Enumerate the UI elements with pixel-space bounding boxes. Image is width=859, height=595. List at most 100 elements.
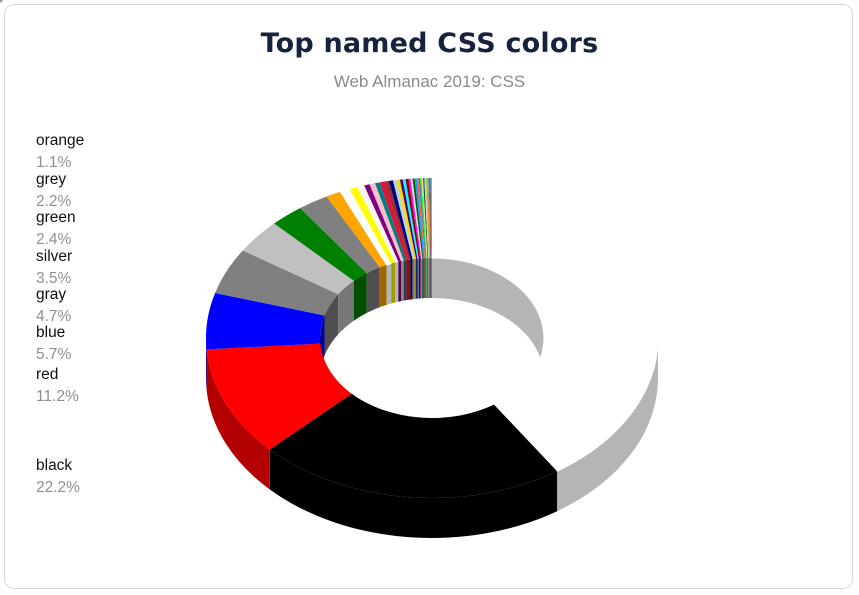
slice-other-13: [405, 178, 421, 259]
slice-inner-wall-other-23: [428, 258, 429, 299]
slice-label-name: gray: [36, 286, 66, 303]
chart-subtitle: Web Almanac 2019: CSS: [333, 72, 526, 91]
slice-other-7: [384, 180, 411, 260]
slice-other-26: [428, 178, 431, 259]
slice-inner-wall-orange: [379, 264, 387, 308]
slice-inner-wall-other-24: [428, 258, 430, 299]
slice-black: [269, 393, 558, 499]
slice-blue: [206, 292, 325, 350]
slice-other-6: [379, 181, 409, 261]
slice-other-23: [424, 178, 429, 259]
slice-other-3: [364, 184, 402, 262]
slice-other-4: [369, 183, 404, 262]
slice-inner-wall-green: [353, 273, 367, 321]
slice-inner-wall-other-6: [406, 259, 409, 301]
slice-label-name: white: [793, 0, 830, 4]
slice-label-name: black: [36, 457, 72, 474]
slice-label-value: 4.7%: [36, 308, 72, 325]
slice-inner-wall-other-16: [422, 258, 424, 299]
slice-label-value: 11.2%: [36, 388, 79, 405]
slice-inner-wall-other-11: [416, 258, 418, 299]
slice-inner-wall-other-15: [421, 258, 423, 299]
slice-inner-wall-other-26: [430, 258, 431, 299]
slice-label-name: silver: [36, 248, 72, 265]
slice-inner-wall-white: [432, 258, 544, 378]
slice-other-15: [410, 178, 423, 259]
slice-label-name: red: [36, 366, 58, 383]
slice-label-blue: blue 5.7%: [0, 0, 72, 363]
slice-inner-wall-other-12: [417, 258, 419, 299]
slice-other-21: [421, 178, 428, 259]
slice-side-black: [269, 449, 558, 538]
slice-other-28: [430, 178, 432, 259]
slice-inner-wall-other-13: [418, 258, 421, 299]
slice-gray: [215, 250, 339, 316]
slice-label-green: green 2.4%: [0, 0, 76, 248]
slice-label-name: green: [36, 209, 76, 226]
slice-inner-wall-grey: [366, 267, 380, 314]
slice-inner-wall-other-4: [401, 260, 404, 302]
slice-inner-wall-other-3: [398, 261, 402, 302]
slice-label-orange: orange 1.1%: [0, 0, 84, 171]
slice-label-silver: silver 3.5%: [0, 0, 72, 287]
slice-inner-wall-other-2: [395, 261, 399, 303]
slice-other-16: [412, 178, 424, 259]
slice-label-black: black 22.2%: [0, 0, 80, 496]
slice-label-value: 3.5%: [36, 270, 72, 287]
slice-inner-wall-other-18: [424, 258, 426, 299]
slice-label-value: 22.2%: [36, 479, 80, 496]
slice-label-name: orange: [36, 132, 84, 149]
slice-side-white: [557, 338, 658, 512]
slice-white: [431, 177, 659, 472]
slice-other-10: [396, 179, 417, 259]
slice-other-12: [402, 179, 419, 259]
slice-orange: [326, 191, 387, 268]
slice-inner-wall-other-17: [423, 258, 425, 299]
slice-other-5: [375, 182, 407, 261]
slice-inner-wall-other-27: [430, 258, 432, 299]
slice-labels: white40.9% black 22.2% red 11.2% blue 5.7% gray…: [0, 0, 830, 496]
slice-inner-wall-other-9: [412, 258, 415, 300]
slice-inner-wall-silver: [338, 280, 354, 335]
slice-side-blue: [206, 338, 207, 390]
slice-other-8: [388, 180, 413, 260]
slice-inner-wall-other-5: [403, 260, 407, 301]
slice-label-value: 2.2%: [36, 193, 72, 210]
slice-other-17: [414, 178, 425, 259]
chart-title: Top named CSS colors: [260, 28, 599, 59]
slice-other-2: [357, 185, 399, 263]
slice-inner-wall-other-7: [408, 259, 411, 300]
slice-inner-wall-other-20: [426, 258, 427, 299]
slice-side-red: [206, 349, 270, 490]
slice-other-1: [349, 186, 396, 264]
slice-other-29: [431, 178, 432, 259]
slice-inner-wall-other-21: [426, 258, 428, 299]
slice-label-value: 5.7%: [36, 346, 72, 363]
slice-other-11: [399, 179, 418, 259]
slice-inner-wall-gray: [324, 294, 339, 356]
slice-inner-wall-other-1: [391, 262, 396, 304]
slice-other-20: [420, 178, 427, 259]
slice-other-27: [429, 178, 432, 259]
slice-inner-wall-other-10: [414, 258, 417, 299]
slice-label-value: 40.9%: [786, 0, 830, 4]
slice-grey: [300, 196, 380, 274]
slice-other-25: [426, 178, 431, 259]
slice-red: [206, 343, 352, 450]
slice-inner-wall-other-0: [386, 263, 392, 305]
slice-other-24: [425, 178, 430, 259]
slice-label-value: 1.1%: [36, 154, 72, 171]
slice-inner-wall-other-22: [427, 258, 429, 299]
slice-label-white: white40.9%: [0, 0, 830, 4]
slice-inner-wall-other-14: [420, 258, 422, 299]
donut-top: [206, 177, 659, 499]
slice-label-value: 2.4%: [36, 231, 72, 248]
slice-other-14: [408, 178, 422, 259]
slice-label-grey: grey 2.2%: [0, 0, 72, 210]
leader-dot: [0, 0, 3, 3]
slice-other-18: [416, 178, 426, 259]
slice-inner-wall-other-19: [425, 258, 427, 299]
slice-inner-wall-other-25: [429, 258, 431, 299]
slice-other-22: [422, 178, 429, 259]
